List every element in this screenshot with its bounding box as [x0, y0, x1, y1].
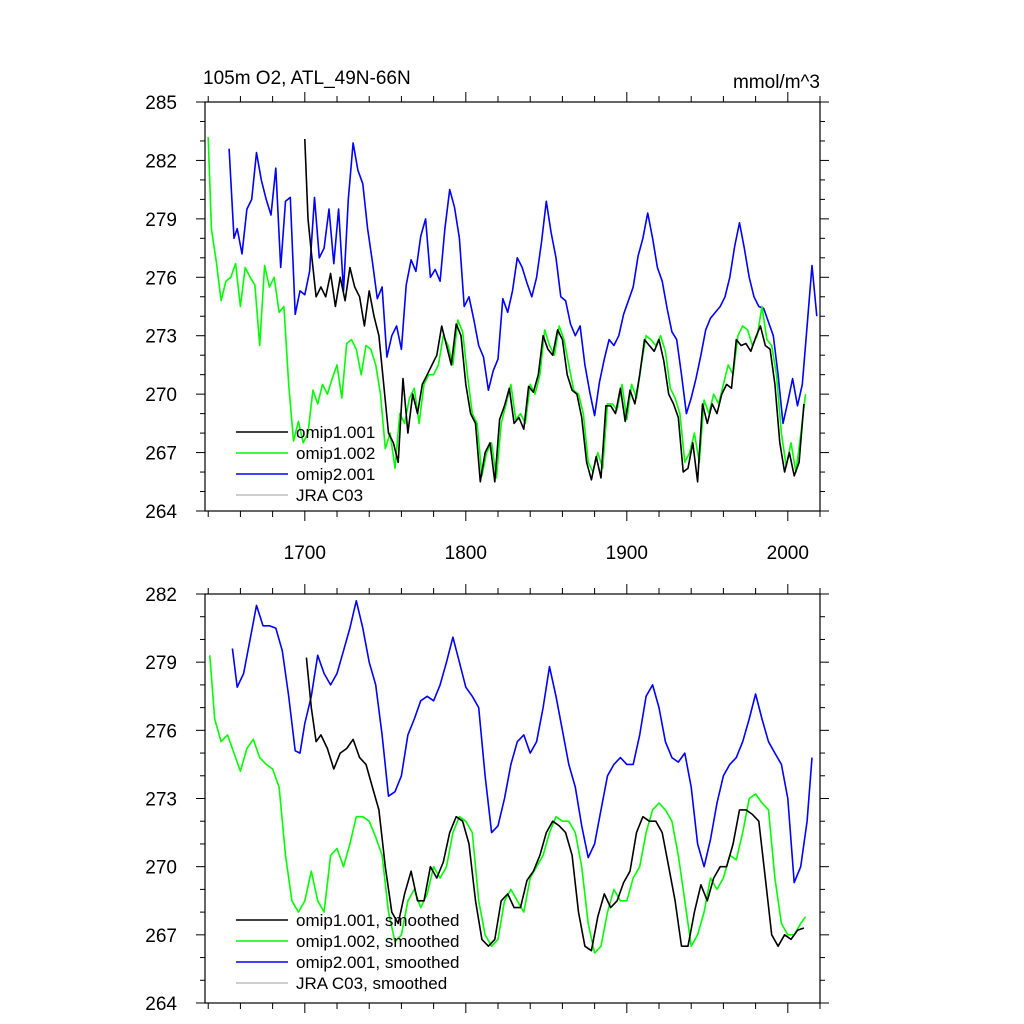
y-tick-label: 285 [145, 93, 177, 114]
plot-frame [204, 101, 821, 512]
legend-label: JRA C03 [296, 486, 363, 505]
series-line-omip2-001-smoothed [231, 599, 813, 884]
series-group [209, 599, 813, 954]
legend-label: JRA C03, smoothed [296, 974, 447, 993]
series-line-omip2-001 [228, 142, 818, 425]
x-tick-label: 1700 [284, 543, 326, 564]
legend-label: omip2.001 [296, 465, 375, 484]
y-tick-label: 282 [145, 585, 177, 606]
y-tick-label: 270 [145, 858, 177, 879]
y-tick-label: 276 [145, 268, 177, 289]
x-tick-label: 1800 [445, 543, 487, 564]
x-tick-label: 1900 [606, 543, 648, 564]
series-line-omip1-001-smoothed [305, 657, 805, 952]
series-line-omip1-002 [207, 137, 807, 479]
legend-label: omip1.002, smoothed [296, 932, 460, 951]
y-tick-label: 273 [145, 327, 177, 348]
legend-label: omip1.002 [296, 444, 375, 463]
chart-title: 105m O2, ATL_49N-66N [203, 68, 411, 89]
y-tick-label: 267 [145, 444, 177, 465]
y-tick-label: 264 [145, 994, 177, 1015]
y-tick-label: 267 [145, 926, 177, 947]
series-line-omip1-001 [304, 138, 805, 483]
y-tick-label: 276 [145, 721, 177, 742]
x-tick-label: 2000 [767, 543, 809, 564]
y-tick-label: 273 [145, 790, 177, 811]
y-tick-label: 279 [145, 210, 177, 231]
y-tick-label: 264 [145, 502, 177, 523]
y-tick-label: 282 [145, 151, 177, 172]
chart-units-label: mmol/m^3 [733, 72, 820, 93]
y-tick-label: 270 [145, 385, 177, 406]
top-panel: 264 267 270 273 276 279 282 285 1700 1800 1900 2000… [145, 92, 829, 564]
bottom-panel: 264 267 270 273 276 279 282 omip1.001, smoothed… [145, 584, 829, 1015]
series-group [207, 137, 818, 483]
legend-label: omip1.001, smoothed [296, 911, 460, 930]
legend-label: omip1.001 [296, 423, 375, 442]
legend-label: omip2.001, smoothed [296, 953, 460, 972]
y-tick-label: 279 [145, 653, 177, 674]
